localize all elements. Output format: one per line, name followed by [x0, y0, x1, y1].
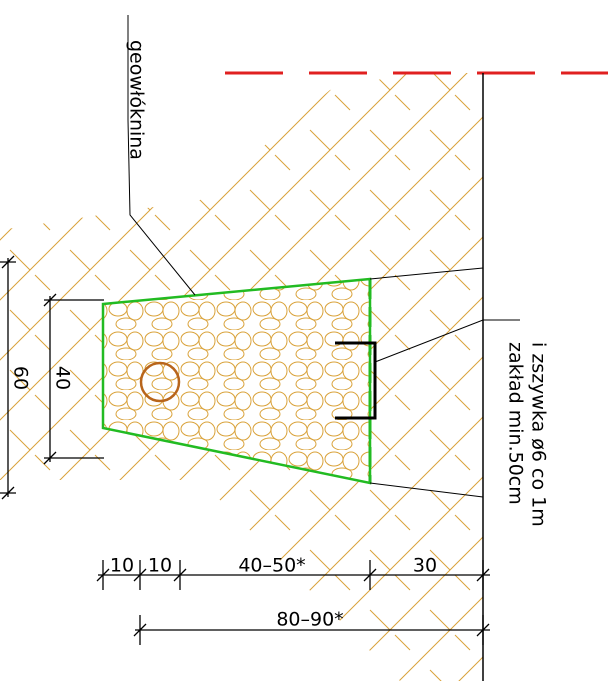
dim-10b: 10 [148, 555, 172, 577]
dim-10a: 10 [110, 555, 134, 577]
leaders [127, 15, 520, 498]
dimension-lines [0, 255, 490, 645]
dim-60: 60 [10, 366, 32, 390]
dim-30: 30 [413, 555, 437, 577]
pipe [139, 361, 181, 403]
dim-40: 40 [52, 366, 74, 390]
note-line-2: i zszywka ø6 co 1m [528, 342, 550, 527]
staple [335, 341, 377, 420]
dim-40-50: 40–50* [238, 555, 305, 577]
geotextile-label: geowłóknina [126, 40, 148, 160]
dim-80-90: 80–90* [276, 609, 343, 631]
note-line-1: zakład min.50cm [505, 342, 527, 505]
